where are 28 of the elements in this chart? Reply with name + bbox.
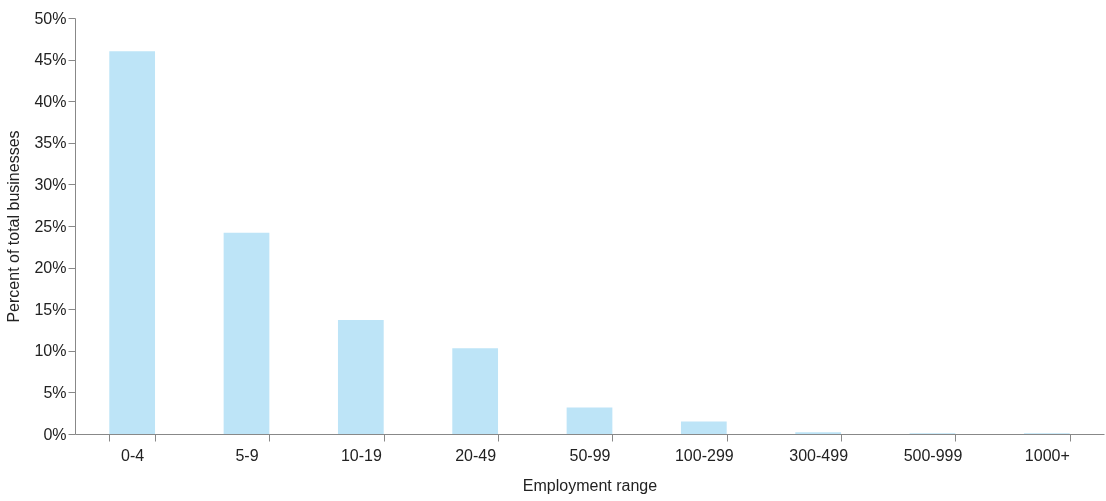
x-tick-label: 50-99	[569, 446, 611, 464]
y-tick-label: 50%	[34, 9, 67, 27]
bar	[452, 348, 499, 434]
y-tick-label: 30%	[34, 175, 67, 193]
x-tick-label: 0-4	[121, 446, 145, 464]
y-tick-label: 35%	[34, 134, 67, 152]
x-tick-label: 500-999	[903, 446, 963, 464]
x-tick-label: 1000+	[1024, 446, 1070, 464]
y-tick-label: 40%	[34, 92, 67, 110]
y-tick-label: 20%	[34, 259, 67, 277]
y-axis-title: Percent of total businesses	[5, 130, 23, 323]
x-tick-label: 300-499	[789, 446, 849, 464]
y-tick-label: 0%	[43, 425, 67, 443]
bar	[566, 407, 613, 434]
x-tick-label: 100-299	[674, 446, 734, 464]
bar	[109, 51, 156, 434]
x-tick-label: 20-49	[455, 446, 497, 464]
y-tick-label: 45%	[34, 51, 67, 69]
y-tick-label: 10%	[34, 342, 67, 360]
bar	[223, 232, 270, 434]
x-tick-label: 10-19	[340, 446, 382, 464]
y-tick-label: 15%	[34, 300, 67, 318]
y-tick-label: 25%	[34, 217, 67, 235]
x-axis-title: Employment range	[522, 476, 658, 494]
y-tick-label: 5%	[43, 383, 67, 401]
bar	[680, 421, 727, 434]
x-tick-label: 5-9	[235, 446, 259, 464]
bar	[337, 320, 384, 434]
